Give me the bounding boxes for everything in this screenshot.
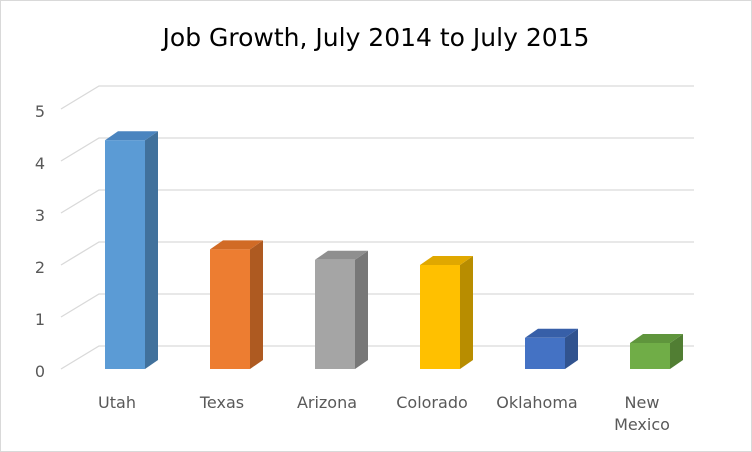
bar-top <box>105 131 158 141</box>
gridline <box>60 345 694 370</box>
x-tick-label: New Mexico <box>614 393 670 434</box>
gridline <box>60 85 694 110</box>
y-tick-label: 1 <box>35 310 45 329</box>
y-tick-label: 4 <box>35 154 45 173</box>
x-tick-label: Colorado <box>396 393 468 412</box>
bar <box>210 249 250 369</box>
gridline <box>60 137 694 162</box>
x-tick-label: Texas <box>199 393 244 412</box>
bar <box>105 140 145 369</box>
bar-side <box>250 240 263 369</box>
bar-side <box>460 256 473 369</box>
bar-side <box>355 250 368 369</box>
gridline <box>60 189 694 214</box>
bar-side <box>145 131 158 369</box>
y-tick-label: 0 <box>35 362 45 381</box>
bar-top <box>420 256 473 265</box>
gridline <box>60 293 694 318</box>
y-tick-label: 3 <box>35 206 45 225</box>
bar-top <box>315 250 368 260</box>
bar-side <box>670 334 683 369</box>
bar-top <box>525 328 578 338</box>
y-tick-label: 5 <box>35 102 45 121</box>
bar-top <box>210 240 263 250</box>
x-tick-label: Utah <box>98 393 136 412</box>
bar <box>525 337 565 369</box>
bar <box>630 343 670 369</box>
y-tick-label: 2 <box>35 258 45 277</box>
bar <box>420 265 460 369</box>
gridline <box>60 241 694 266</box>
bar <box>315 259 355 369</box>
x-tick-label: Oklahoma <box>496 393 577 412</box>
x-tick-label: Arizona <box>297 393 357 412</box>
chart-title: Job Growth, July 2014 to July 2015 <box>162 23 590 52</box>
bar-side <box>565 328 578 369</box>
bar-top <box>630 334 683 343</box>
